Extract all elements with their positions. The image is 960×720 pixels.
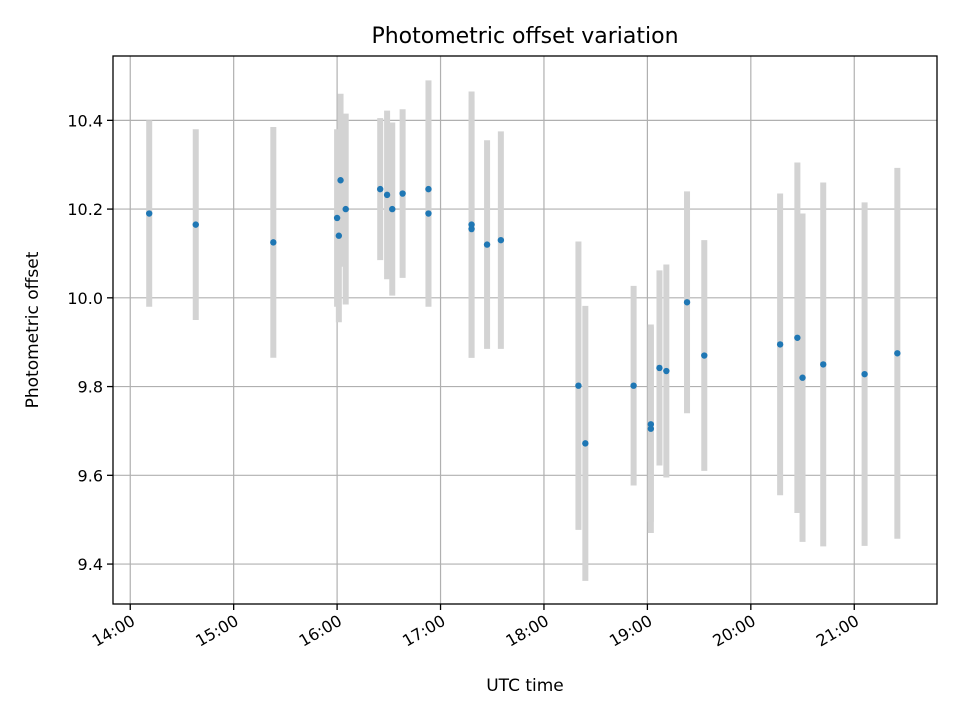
data-point xyxy=(647,421,655,428)
data-point xyxy=(342,205,349,213)
data-point xyxy=(497,236,505,244)
data-point xyxy=(630,382,637,389)
data-point xyxy=(575,382,582,389)
chart-title: Photometric offset variation xyxy=(371,24,678,49)
data-point xyxy=(861,370,868,378)
data-point xyxy=(425,210,432,217)
grid-layer xyxy=(113,56,937,604)
data-point xyxy=(146,210,153,217)
x-axis-label: UTC time xyxy=(486,676,564,696)
y-tick-label: 9.6 xyxy=(78,466,103,485)
data-point xyxy=(337,177,344,184)
data-point xyxy=(376,185,384,193)
y-tick-label: 10.4 xyxy=(67,111,103,130)
y-axis: 9.4 9.6 9.8 10.0 10.2 10.4 xyxy=(67,111,113,574)
data-point xyxy=(468,221,475,228)
x-axis: 14:00 15:00 16:00 17:00 18:00 19:00 20:00 21:00 xyxy=(89,604,862,651)
y-tick-label: 9.8 xyxy=(78,378,103,397)
y-tick-label: 9.4 xyxy=(78,555,103,574)
data-point xyxy=(794,334,801,341)
x-tick-label: 20:00 xyxy=(709,611,758,651)
data-point xyxy=(333,214,341,222)
x-tick-label: 18:00 xyxy=(503,611,552,651)
errorbar-layer xyxy=(146,80,901,581)
data-point xyxy=(425,185,432,193)
x-tick-label: 14:00 xyxy=(89,611,138,651)
point-layer xyxy=(146,177,901,447)
data-point xyxy=(656,364,663,372)
y-tick-label: 10.0 xyxy=(67,289,103,308)
data-point xyxy=(799,374,806,381)
x-tick-label: 19:00 xyxy=(606,611,655,651)
x-tick-label: 15:00 xyxy=(192,611,241,651)
data-point xyxy=(776,341,784,348)
data-point xyxy=(894,350,901,357)
data-point xyxy=(389,205,396,213)
data-point xyxy=(383,191,391,199)
x-tick-label: 16:00 xyxy=(296,611,345,651)
data-point xyxy=(820,361,827,368)
data-point xyxy=(399,190,406,197)
data-point xyxy=(663,367,670,375)
y-tick-label: 10.2 xyxy=(67,200,103,219)
data-point xyxy=(468,225,475,233)
plot-frame xyxy=(112,55,938,605)
data-point xyxy=(192,221,199,228)
data-point xyxy=(483,241,491,248)
x-tick-label: 21:00 xyxy=(813,611,862,651)
data-point xyxy=(335,232,343,239)
data-point xyxy=(582,440,589,447)
y-axis-label: Photometric offset xyxy=(23,251,43,408)
data-point xyxy=(701,352,708,359)
data-point xyxy=(647,425,655,432)
data-point xyxy=(270,239,277,246)
data-point xyxy=(683,299,691,306)
x-tick-label: 17:00 xyxy=(399,611,448,651)
